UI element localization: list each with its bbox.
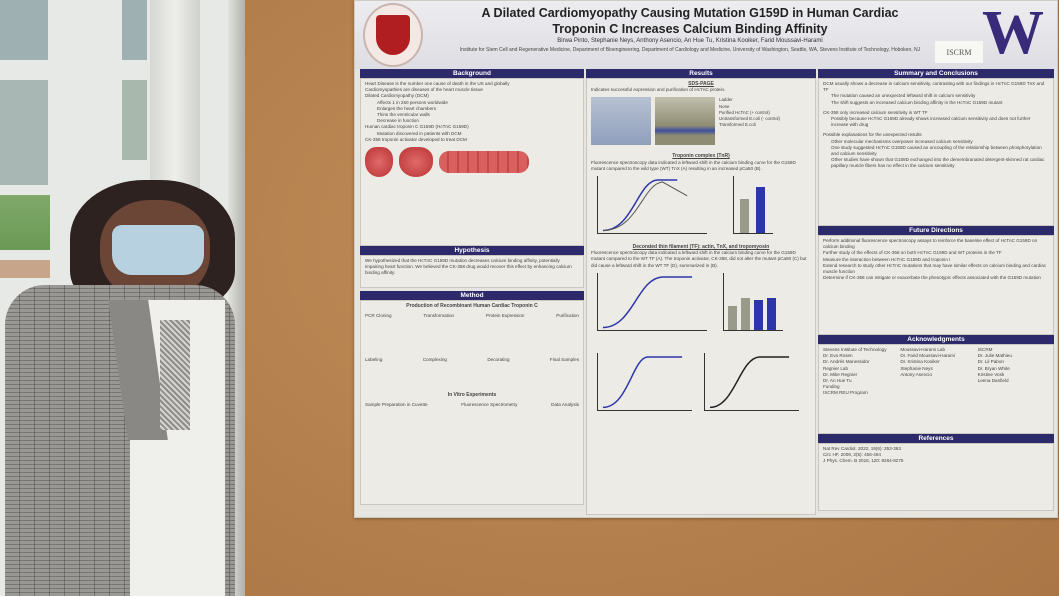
window-pane <box>122 80 147 160</box>
ck358-charts <box>591 349 811 415</box>
window-pane <box>0 0 48 60</box>
bar <box>767 297 776 330</box>
right-column: Summary and Conclusions DCM usually show… <box>818 69 1054 511</box>
chart-c <box>597 352 692 411</box>
references-body: Nat Rev Cardiol. 2022, 19(6): 353-363 Ci… <box>818 443 1054 511</box>
bar <box>728 305 737 330</box>
background-heading: Background <box>360 69 584 78</box>
dilated-heart-icon <box>399 147 433 178</box>
research-poster: A Dilated Cardiomyopathy Causing Mutatio… <box>354 0 1058 518</box>
ack-col-2: Moussavi-Harami Lab Dr. Farid Moussavi-H… <box>900 347 955 377</box>
tnx-charts <box>591 172 811 238</box>
method-steps-row2: Labeling Complexing Decorating Final Sam… <box>365 357 579 363</box>
poster-title: A Dilated Cardiomyopathy Causing Mutatio… <box>481 6 899 36</box>
bar <box>741 297 750 330</box>
brick-ledge <box>0 260 50 278</box>
iscrm-logo-icon: ISCRM <box>935 41 983 63</box>
poster-authors: Birwa Pinto, Stephanie Neys, Anthony Ase… <box>557 38 823 44</box>
grass <box>0 195 50 250</box>
results-body: SDS-PAGE Indicates successful expression… <box>586 78 816 515</box>
gel-purification-image <box>655 97 715 146</box>
window-pane <box>122 0 147 60</box>
poster-header: A Dilated Cardiomyopathy Causing Mutatio… <box>355 1 1057 69</box>
background-body: Heart Disease is the number one cause of… <box>360 78 584 246</box>
normal-heart-icon <box>365 147 393 178</box>
gel-expression-image <box>591 97 651 146</box>
acknowledgments-body: Stevens Institute of Technology Dr. Eva … <box>818 344 1054 434</box>
neck-bow <box>160 320 190 430</box>
gel-key: Ladder None Purified HcTnC (+ control) U… <box>719 97 780 128</box>
results-column: Results SDS-PAGE Indicates successful ex… <box>586 69 816 515</box>
tf-charts <box>591 269 811 335</box>
heart-illustrations <box>365 147 579 178</box>
stevens-seal-icon <box>363 3 423 67</box>
invitro-steps: Sample Preparation in Cuvette Fluorescen… <box>365 401 579 407</box>
face-mask <box>112 225 204 275</box>
presenter-person <box>0 0 260 596</box>
future-body: Perform additional fluorescence spectros… <box>818 235 1054 335</box>
ack-col-1: Stevens Institute of Technology Dr. Eva … <box>823 347 887 396</box>
chart-a-tnx <box>597 176 707 235</box>
acknowledgments-heading: Acknowledgments <box>818 335 1054 344</box>
poster-affiliations: Institute for Stem Cell and Regenerative… <box>459 47 921 53</box>
left-column: Background Heart Disease is the number o… <box>360 69 584 505</box>
results-heading: Results <box>586 69 816 78</box>
myofilament-icon <box>439 151 529 174</box>
chart-d <box>704 352 799 411</box>
chart-a-tf <box>597 272 707 331</box>
references-heading: References <box>818 434 1054 443</box>
window-pane <box>0 80 48 185</box>
uw-logo-icon: W <box>982 0 1044 67</box>
gel-figures: Ladder None Purified HcTnC (+ control) U… <box>591 97 811 146</box>
method-body: Production of Recombinant Human Cardiac … <box>360 300 584 505</box>
method-steps: PCR Cloning Transformation Protein Expre… <box>365 313 579 319</box>
chart-b-tnx <box>733 176 773 235</box>
summary-body: DCM usually shows a decrease in calcium … <box>818 78 1054 226</box>
chart-b-tf <box>723 272 783 331</box>
hypothesis-heading: Hypothesis <box>360 246 584 255</box>
bar <box>754 299 763 330</box>
future-heading: Future Directions <box>818 226 1054 235</box>
bar-g159d <box>756 187 765 234</box>
summary-heading: Summary and Conclusions <box>818 69 1054 78</box>
ack-col-3: ISCRM Dr. Julie Mathieu Dr. Lil Pabon Dr… <box>977 347 1012 384</box>
method-heading: Method <box>360 291 584 300</box>
bar-wt <box>740 199 749 234</box>
hypothesis-body: We hypothesized that the HcTnC G159D mut… <box>360 255 584 288</box>
